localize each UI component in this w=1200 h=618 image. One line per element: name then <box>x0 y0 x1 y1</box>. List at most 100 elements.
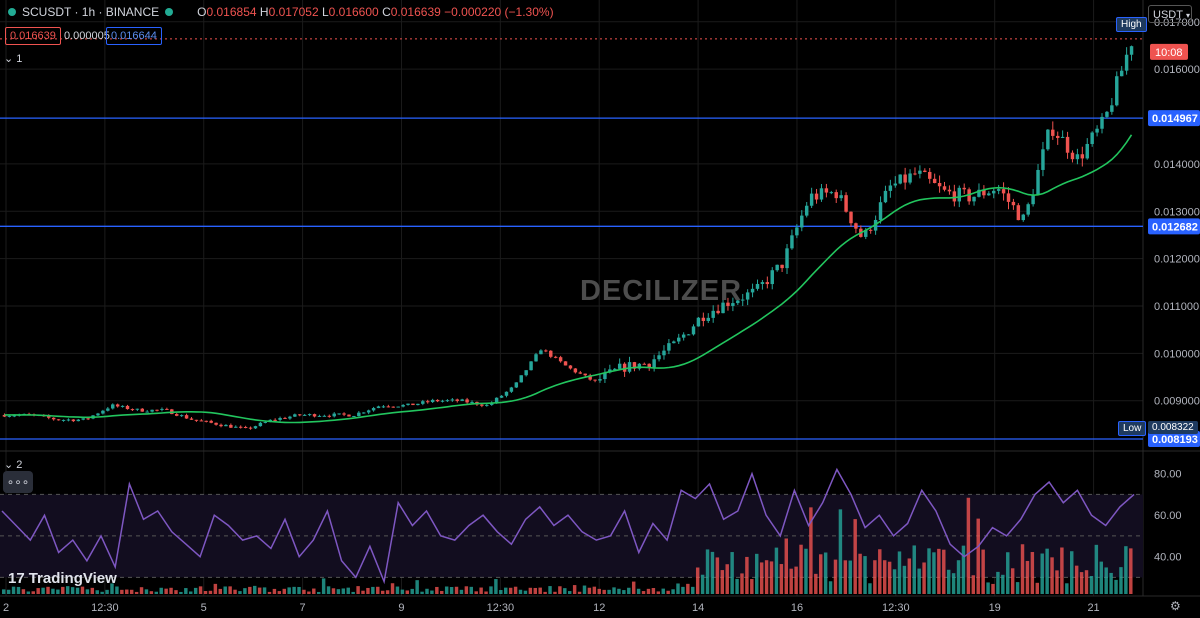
price-tick-label: 0.011000 <box>1154 301 1199 313</box>
candle-body <box>667 343 671 351</box>
volume-bar <box>120 589 124 594</box>
countdown-tag <box>1150 43 1188 60</box>
indicator-toggle-1[interactable]: ⌄ 1 <box>4 53 23 65</box>
volume-bar <box>917 568 921 594</box>
countdown-label: 10:08 <box>1155 47 1183 59</box>
volume-bar <box>715 557 720 594</box>
volume-bar <box>745 556 749 594</box>
volume-bar <box>508 587 513 594</box>
candle-body <box>903 174 907 183</box>
indicator-toggle-2[interactable]: ⌄ 2 <box>4 459 23 471</box>
candle-body <box>130 409 135 411</box>
candle-body <box>652 359 656 368</box>
candle-body <box>544 350 548 352</box>
volume-bar <box>21 589 26 594</box>
volume-bar <box>651 588 656 594</box>
sell-price-box[interactable]: 0.016639 <box>5 27 61 45</box>
currency-selector[interactable]: USDT ▾ <box>1148 5 1192 23</box>
volume-bar <box>159 587 163 594</box>
volume-bar <box>627 587 631 594</box>
candle-body <box>111 404 115 409</box>
candle-body <box>499 395 504 398</box>
candle-body <box>101 410 105 414</box>
candle-body <box>406 403 410 405</box>
buy-price-box[interactable]: 0.016644 <box>106 27 162 45</box>
low-value-label: 0.008322 <box>1148 421 1198 434</box>
candle-body <box>514 382 519 388</box>
candle-body <box>421 401 425 404</box>
candle-body <box>455 399 459 401</box>
candle-body <box>1051 129 1055 136</box>
volume-bar <box>548 586 552 594</box>
settings-gear-icon[interactable]: ⚙ <box>1170 599 1181 613</box>
candle-body <box>740 299 745 301</box>
volume-bar <box>272 588 277 594</box>
volume-bar <box>700 574 705 594</box>
volume-bar <box>16 586 21 594</box>
candle-body <box>391 406 396 408</box>
volume-bar <box>961 545 966 594</box>
volume-bar <box>1114 579 1118 594</box>
volume-bar <box>863 556 867 594</box>
rsi-tick-label: 80.00 <box>1154 469 1182 481</box>
volume-bar <box>484 591 488 594</box>
volume-bar <box>710 551 715 594</box>
volume-bar <box>641 591 646 594</box>
volume-bar <box>779 564 784 594</box>
volume-bar <box>459 589 464 594</box>
volume-bar <box>942 549 946 594</box>
candle-body <box>76 419 81 422</box>
volume-bar <box>981 549 985 594</box>
volume-bar <box>966 497 971 594</box>
volume-bar <box>262 587 267 594</box>
volume-bar <box>267 591 272 594</box>
volume-bar <box>1055 570 1059 594</box>
symbol-title[interactable]: SCUSDT · 1h · BINANCE <box>22 5 160 19</box>
volume-bar <box>686 583 690 594</box>
volume-bar <box>257 587 262 594</box>
candle-body <box>189 418 194 420</box>
volume-bar <box>331 588 336 594</box>
candle-body <box>775 264 779 271</box>
candle-body <box>563 361 568 366</box>
time-tick-label: 12:30 <box>91 602 119 614</box>
volume-bar <box>1020 544 1025 594</box>
candle-body <box>440 400 445 402</box>
price-tick-label: 0.016000 <box>1154 64 1200 76</box>
candle-body <box>672 341 676 344</box>
volume-bar <box>735 578 739 594</box>
candle-body <box>804 205 809 216</box>
volume-bar <box>1050 557 1054 594</box>
candle-body <box>47 415 51 418</box>
volume-bar <box>897 551 902 594</box>
volume-bar <box>661 588 665 594</box>
candle-body <box>1065 136 1070 153</box>
candle-body <box>509 387 514 392</box>
candle-body <box>844 195 848 212</box>
candle-body <box>204 420 208 422</box>
volume-bar <box>371 586 375 594</box>
candle-body <box>849 211 853 224</box>
candle-body <box>1090 132 1094 144</box>
candle-body <box>135 408 140 410</box>
volume-bar <box>823 552 828 594</box>
candle-body <box>184 415 189 419</box>
candle-body <box>357 412 361 417</box>
volume-bar <box>90 587 95 594</box>
logo-text: TradingView <box>28 570 117 587</box>
candle-body <box>972 196 976 202</box>
volume-bar <box>56 589 60 594</box>
candle-body <box>1055 135 1060 138</box>
volume-bar <box>523 590 528 594</box>
price-tick-label: 0.014000 <box>1154 159 1200 171</box>
more-options-icon[interactable]: ∘∘∘ <box>3 471 33 493</box>
volume-bar <box>346 587 350 594</box>
volume-bar <box>1010 568 1015 594</box>
candle-body <box>1021 214 1025 221</box>
candle-body <box>780 264 784 269</box>
candle-body <box>209 420 213 423</box>
candle-body <box>366 410 371 413</box>
candle-body <box>293 414 297 417</box>
time-tick-label: 2 <box>3 602 9 614</box>
